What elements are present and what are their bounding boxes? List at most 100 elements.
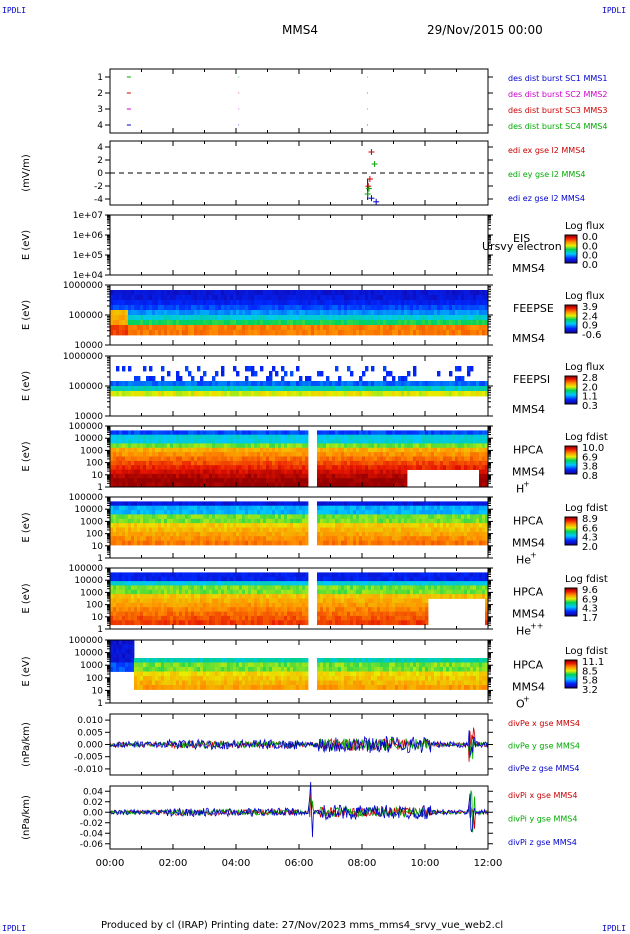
panel-feepse-cell xyxy=(482,310,486,316)
panel-feepsi-cell xyxy=(122,366,126,372)
panel-hpca-he-cell xyxy=(221,540,225,546)
panel-burst-ytick-label: 2 xyxy=(97,89,103,99)
panel-hpca-h-cell xyxy=(209,482,213,488)
panel-hpca-h-cell xyxy=(173,465,177,470)
panel-hpca-h-cell xyxy=(272,452,276,457)
panel-hpca-h-cell xyxy=(407,430,411,436)
panel-hpca-h-cell xyxy=(320,439,324,444)
panel-hpca-h-cell xyxy=(215,460,219,466)
panel-feepse-cell xyxy=(332,330,336,336)
panel-hpca-h-cell xyxy=(299,465,303,470)
panel-hpca-h-cell xyxy=(470,430,474,436)
panel-hpca-h-cell xyxy=(302,447,306,453)
panel-hpca-he-cell xyxy=(248,518,252,524)
panel-hpca-h-cell xyxy=(383,434,387,440)
panel-feepsi-cell xyxy=(353,381,357,387)
panel-feepsi-cell xyxy=(305,391,309,397)
panel-hpca-h-cell xyxy=(281,443,285,449)
panel-feepse-cell xyxy=(470,305,474,311)
panel-hpca-h-cell xyxy=(428,460,432,466)
panel-feepse-cell xyxy=(164,300,168,306)
panel-hpca-he-cell xyxy=(464,531,468,537)
panel-hpca-h-cell xyxy=(125,482,129,488)
panel-feepse-cell xyxy=(320,295,324,301)
panel-hpca-he-cell xyxy=(461,501,465,507)
panel-feepse-cell xyxy=(206,320,210,326)
panel-feepsi-cell xyxy=(395,391,399,397)
panel-hpca-h-cell xyxy=(146,430,150,436)
panel-feepsi-cell xyxy=(350,371,354,377)
panel-hpca-h-cell xyxy=(113,469,117,475)
panel-hpca-h-cell xyxy=(122,473,126,479)
panel-feepse-cbar-cell xyxy=(565,322,577,324)
panel-feepse-cell xyxy=(245,330,249,336)
panel-hpca-h-cell xyxy=(305,460,309,466)
panel-hpca-h-cell xyxy=(395,460,399,466)
panel-hpca-h-cell xyxy=(125,443,129,449)
panel-hpca-h-cell xyxy=(350,443,354,449)
panel-hpca-he-cell xyxy=(227,527,231,533)
panel-feepse-cell xyxy=(200,300,204,306)
panel-hpca-h-cell xyxy=(125,430,129,436)
panel-feepse-cell xyxy=(311,320,315,326)
panel-hpca-h-cell xyxy=(182,478,186,484)
panel-feepse-cell xyxy=(299,310,303,316)
panel-hpca-h-cell xyxy=(389,473,393,479)
panel-feepse-cbar-cell xyxy=(565,325,577,327)
panel-hpca-h-cell xyxy=(221,482,225,488)
panel-feepse-cell xyxy=(260,300,264,306)
panel-hpca-h-cell xyxy=(158,465,162,470)
panel-hpca-he-cell xyxy=(407,540,411,546)
panel-feepsi-cbar-cell xyxy=(565,402,577,404)
panel-hpca-he-cell xyxy=(188,510,192,515)
panel-hpca-he-cell xyxy=(212,501,216,507)
panel-hpca-he-cell xyxy=(116,527,120,533)
panel-feepse-cell xyxy=(461,310,465,316)
panel-feepse-cell xyxy=(251,300,255,306)
panel-hpca-h-cell xyxy=(146,439,150,444)
panel-hpca-h-cell xyxy=(446,443,450,449)
panel-feepse-cell xyxy=(320,325,324,331)
panel-hpca-h-cell xyxy=(305,434,309,440)
panel-feepse-cell xyxy=(314,290,318,296)
panel-hpca-he-cell xyxy=(443,527,447,533)
panel-feepsi-cell xyxy=(269,386,273,392)
panel-hpca-he-cell xyxy=(398,531,402,537)
panel-feepse-cell xyxy=(359,310,363,316)
panel-hpca-he-cell xyxy=(464,501,468,507)
panel-hpca-h-cell xyxy=(467,430,471,436)
panel-hpca-he-cell xyxy=(161,518,165,524)
panel-hpca-he-cell xyxy=(380,505,384,511)
panel-feepse-cell xyxy=(218,330,222,336)
panel-hpca-he-cell xyxy=(470,523,474,528)
panel-hpca-he-cell xyxy=(386,527,390,533)
panel-hpca-h-cell xyxy=(266,469,270,475)
panel-hpca-h-cell xyxy=(389,439,393,444)
panel-feepse-cell xyxy=(260,290,264,296)
panel-hpca-h-cell xyxy=(170,473,174,479)
panel-hpca-h-cell xyxy=(203,460,207,466)
panel-feepsi-cell xyxy=(287,381,291,387)
panel-hpca-h-cell xyxy=(218,452,222,457)
panel-hpca-h-cell xyxy=(110,452,114,457)
panel-hpca-he-cell xyxy=(284,518,288,524)
panel-feepse-cell xyxy=(266,330,270,336)
panel-hpca-he-cell xyxy=(182,531,186,537)
panel-feepsi-cell xyxy=(116,391,120,397)
panel-feepsi-cell xyxy=(296,381,300,387)
panel-feepse-cell xyxy=(182,295,186,301)
panel-feepse-cell xyxy=(149,330,153,336)
panel-feepse-cell xyxy=(413,315,417,321)
panel-feepse-cell xyxy=(431,290,435,296)
panel-hpca-he-cell xyxy=(326,523,330,528)
panel-hpca-he-cell xyxy=(437,514,441,520)
panel-feepsi-cell xyxy=(323,381,327,387)
panel-feepse-cell xyxy=(152,315,156,321)
panel-feepse-cell xyxy=(203,330,207,336)
panel-hpca-he-cell xyxy=(284,531,288,537)
panel-feepsi-cell xyxy=(275,386,279,392)
panel-hpca-h-cell xyxy=(377,478,381,484)
panel-feepsi-cell xyxy=(209,381,213,387)
panel-hpca-he-cell xyxy=(377,531,381,537)
panel-hpca-he-cell xyxy=(341,505,345,511)
